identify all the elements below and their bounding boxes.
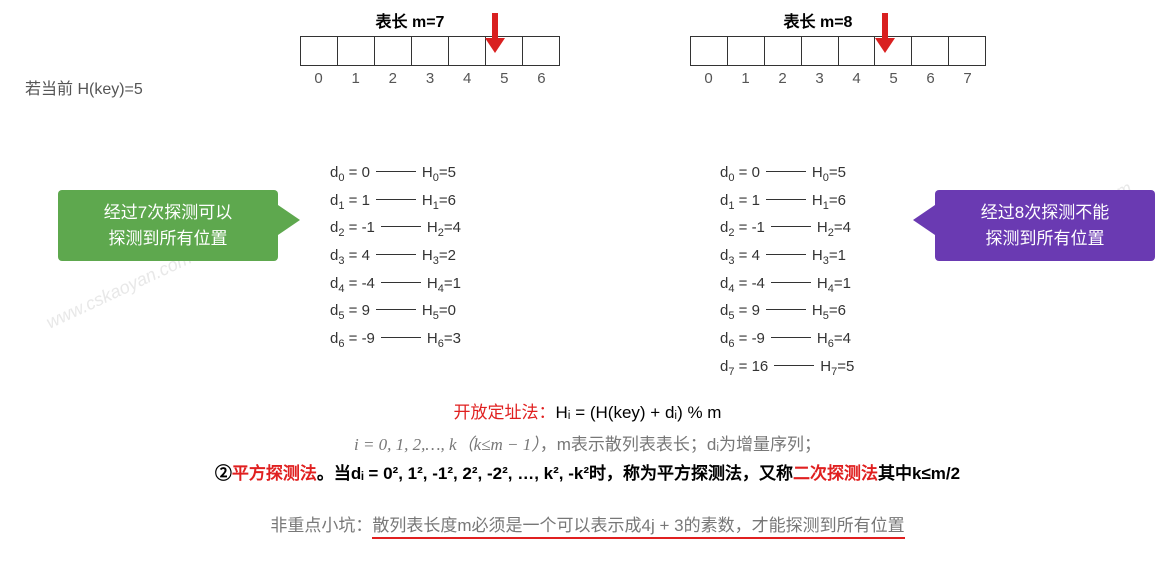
hash-cell xyxy=(412,37,449,65)
hash-cell xyxy=(765,37,802,65)
formula-open-addressing: 开放定址法：Hᵢ = (H(key) + dᵢ) % m i = 0, 1, 2… xyxy=(0,397,1175,462)
probe-row: d4 = -4H4=1 xyxy=(720,271,854,299)
hash-table-m8: 表长 m=8 01234567 xyxy=(690,8,986,87)
callout-arrow-icon xyxy=(278,205,300,235)
probe-row: d3 = 4H3=1 xyxy=(720,243,854,271)
hash-index: 2 xyxy=(764,70,801,87)
hash-table-m7: 表长 m=7 0123456 xyxy=(300,8,560,87)
formula-desc: ，m表示散列表表长；dᵢ为增量序列； xyxy=(540,435,821,454)
formula-mid: 。当dᵢ = 0², 1², -1², 2², -2², …, k², -k²时… xyxy=(317,464,793,483)
probe-row: d3 = 4H3=2 xyxy=(330,243,461,271)
hash-cells-right xyxy=(690,36,986,66)
formula-end: 其中k≤m/2 xyxy=(878,464,960,483)
probe-sequence-left: d0 = 0H0=5d1 = 1H1=6d2 = -1H2=4d3 = 4H3=… xyxy=(330,160,461,354)
hash-index: 2 xyxy=(374,70,411,87)
hash-index: 4 xyxy=(449,70,486,87)
callout-line: 探测到所有位置 xyxy=(109,229,228,248)
hash-index: 6 xyxy=(912,70,949,87)
hash-cell xyxy=(691,37,728,65)
probe-row: d7 = 16H7=5 xyxy=(720,354,854,382)
note-prefix: 非重点小坑： xyxy=(270,516,372,535)
hash-cell xyxy=(949,37,985,65)
note-underlined: 散列表长度m必须是一个可以表示成4j + 3的素数，才能探测到所有位置 xyxy=(372,516,904,539)
note-tip: 非重点小坑：散列表长度m必须是一个可以表示成4j + 3的素数，才能探测到所有位… xyxy=(0,510,1175,542)
callout-success: 经过7次探测可以 探测到所有位置 xyxy=(58,190,278,261)
probe-row: d5 = 9H5=0 xyxy=(330,298,461,326)
formula-label: 开放定址法： xyxy=(454,403,556,422)
term-red: 二次探测法 xyxy=(793,464,878,483)
callout-line: 经过8次探测不能 xyxy=(981,203,1109,222)
probe-row: d1 = 1H1=6 xyxy=(720,188,854,216)
hash-cell xyxy=(449,37,486,65)
bullet-num: ② xyxy=(215,464,232,483)
probe-sequence-right: d0 = 0H0=5d1 = 1H1=6d2 = -1H2=4d3 = 4H3=… xyxy=(720,160,854,382)
formula-range: i = 0, 1, 2,…, k（k≤m − 1） xyxy=(354,435,540,454)
hash-cell xyxy=(338,37,375,65)
callout-line: 经过7次探测可以 xyxy=(104,203,232,222)
hash-index: 5 xyxy=(875,70,912,87)
probe-row: d6 = -9H6=3 xyxy=(330,326,461,354)
callout-failure: 经过8次探测不能 探测到所有位置 xyxy=(935,190,1155,261)
callout-line: 探测到所有位置 xyxy=(986,229,1105,248)
hash-cell xyxy=(728,37,765,65)
table-title-right: 表长 m=8 xyxy=(670,8,966,32)
hash-cell xyxy=(301,37,338,65)
hash-index: 4 xyxy=(838,70,875,87)
callout-arrow-icon xyxy=(913,205,935,235)
hash-index: 3 xyxy=(411,70,448,87)
arrow-down-icon xyxy=(875,13,895,53)
formula-quadratic-probing: ②平方探测法。当dᵢ = 0², 1², -1², 2², -2², …, k²… xyxy=(0,458,1175,490)
hash-cell xyxy=(523,37,559,65)
hash-cell xyxy=(839,37,876,65)
probe-row: d6 = -9H6=4 xyxy=(720,326,854,354)
condition-label: 若当前 H(key)=5 xyxy=(25,75,143,99)
hash-cell xyxy=(802,37,839,65)
hash-cell xyxy=(912,37,949,65)
probe-row: d0 = 0H0=5 xyxy=(330,160,461,188)
probe-row: d4 = -4H4=1 xyxy=(330,271,461,299)
term-red: 平方探测法 xyxy=(232,464,317,483)
probe-row: d2 = -1H2=4 xyxy=(720,215,854,243)
probe-row: d5 = 9H5=6 xyxy=(720,298,854,326)
hash-indices-right: 01234567 xyxy=(690,70,986,87)
hash-index: 0 xyxy=(300,70,337,87)
probe-row: d2 = -1H2=4 xyxy=(330,215,461,243)
hash-index: 0 xyxy=(690,70,727,87)
hash-cell xyxy=(375,37,412,65)
hash-index: 6 xyxy=(523,70,560,87)
hash-index: 5 xyxy=(486,70,523,87)
probe-row: d1 = 1H1=6 xyxy=(330,188,461,216)
probe-row: d0 = 0H0=5 xyxy=(720,160,854,188)
formula-body: Hᵢ = (H(key) + dᵢ) % m xyxy=(556,403,722,422)
hash-cells-left xyxy=(300,36,560,66)
hash-index: 1 xyxy=(727,70,764,87)
hash-index: 3 xyxy=(801,70,838,87)
hash-indices-left: 0123456 xyxy=(300,70,560,87)
hash-index: 7 xyxy=(949,70,986,87)
hash-index: 1 xyxy=(337,70,374,87)
arrow-down-icon xyxy=(485,13,505,53)
